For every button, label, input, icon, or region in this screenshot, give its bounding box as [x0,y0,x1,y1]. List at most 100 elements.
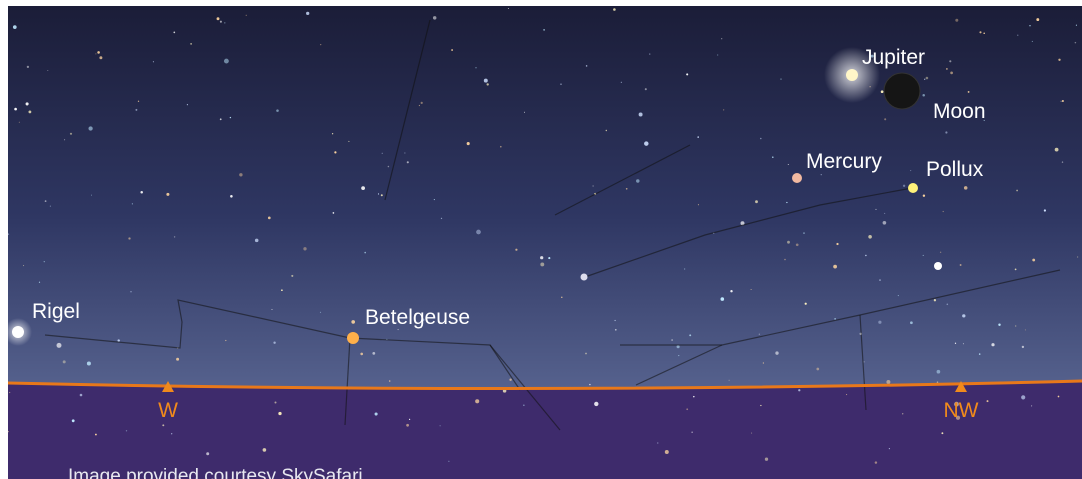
star [1021,395,1025,399]
star [937,370,941,374]
star [614,320,615,321]
star [224,59,229,64]
star [1015,325,1016,326]
star [360,353,363,356]
star [671,339,673,341]
star [217,17,220,20]
star [548,257,550,259]
star [1017,35,1018,36]
star [784,259,786,261]
star [889,448,890,449]
star [677,345,680,348]
star [755,200,758,203]
star [765,458,768,461]
star [26,102,29,105]
star [657,442,658,443]
star [644,141,648,145]
star [1015,269,1017,271]
star [407,161,409,163]
star [636,179,639,182]
star [80,394,83,397]
star [692,432,693,433]
star [879,279,880,280]
star [759,334,760,335]
star [126,430,127,431]
star [898,295,899,296]
star [1044,209,1046,211]
star [508,8,509,9]
star [271,309,272,310]
star [333,212,335,214]
star [998,323,1000,325]
star [1075,42,1077,44]
moon [884,73,920,109]
star [220,118,222,120]
star [991,343,994,346]
star [320,44,321,45]
star [500,146,502,148]
star [875,209,876,210]
pollux-label: Pollux [926,158,984,181]
star [451,49,453,51]
star [176,358,179,361]
star [406,424,409,427]
star [924,79,925,80]
star [72,419,75,422]
mercury-label: Mercury [806,150,882,173]
star [99,56,102,59]
star [361,186,365,190]
star [833,265,837,269]
star [484,79,488,83]
star [886,380,890,384]
star [364,252,366,254]
star [524,112,525,113]
star [246,15,247,16]
star [868,235,872,239]
star [388,166,390,168]
star [140,191,143,194]
star [923,255,924,256]
star [398,329,399,330]
star [63,360,66,363]
star [950,72,953,75]
betelgeuse-label: Betelgeuse [365,306,470,329]
star [7,431,8,432]
star [639,113,643,117]
star [419,105,420,106]
star [816,368,819,371]
star [881,90,884,93]
star [281,289,283,291]
star [13,25,17,29]
ground [8,381,1082,479]
star [50,206,51,207]
star [433,16,436,19]
star [153,61,154,62]
star [910,321,913,324]
star [760,138,762,140]
star [57,343,62,348]
star [378,193,379,194]
star [1029,25,1030,26]
star [162,424,164,426]
star [686,408,688,410]
jupiter-label: Jupiter [862,46,925,69]
star [1032,259,1035,262]
star [678,355,679,356]
star [937,381,938,382]
rigel-label: Rigel [32,300,80,323]
star [97,51,100,54]
star [1031,405,1032,406]
star [821,174,822,175]
star [487,83,489,85]
star [274,401,276,403]
star [47,70,48,71]
star [515,249,517,251]
star [19,122,20,123]
star [88,126,92,130]
star [941,432,943,434]
star [836,243,838,245]
star [70,133,72,135]
star [276,109,279,112]
credit: Image provided courtesy SkySafari [68,466,363,479]
star [135,109,137,111]
